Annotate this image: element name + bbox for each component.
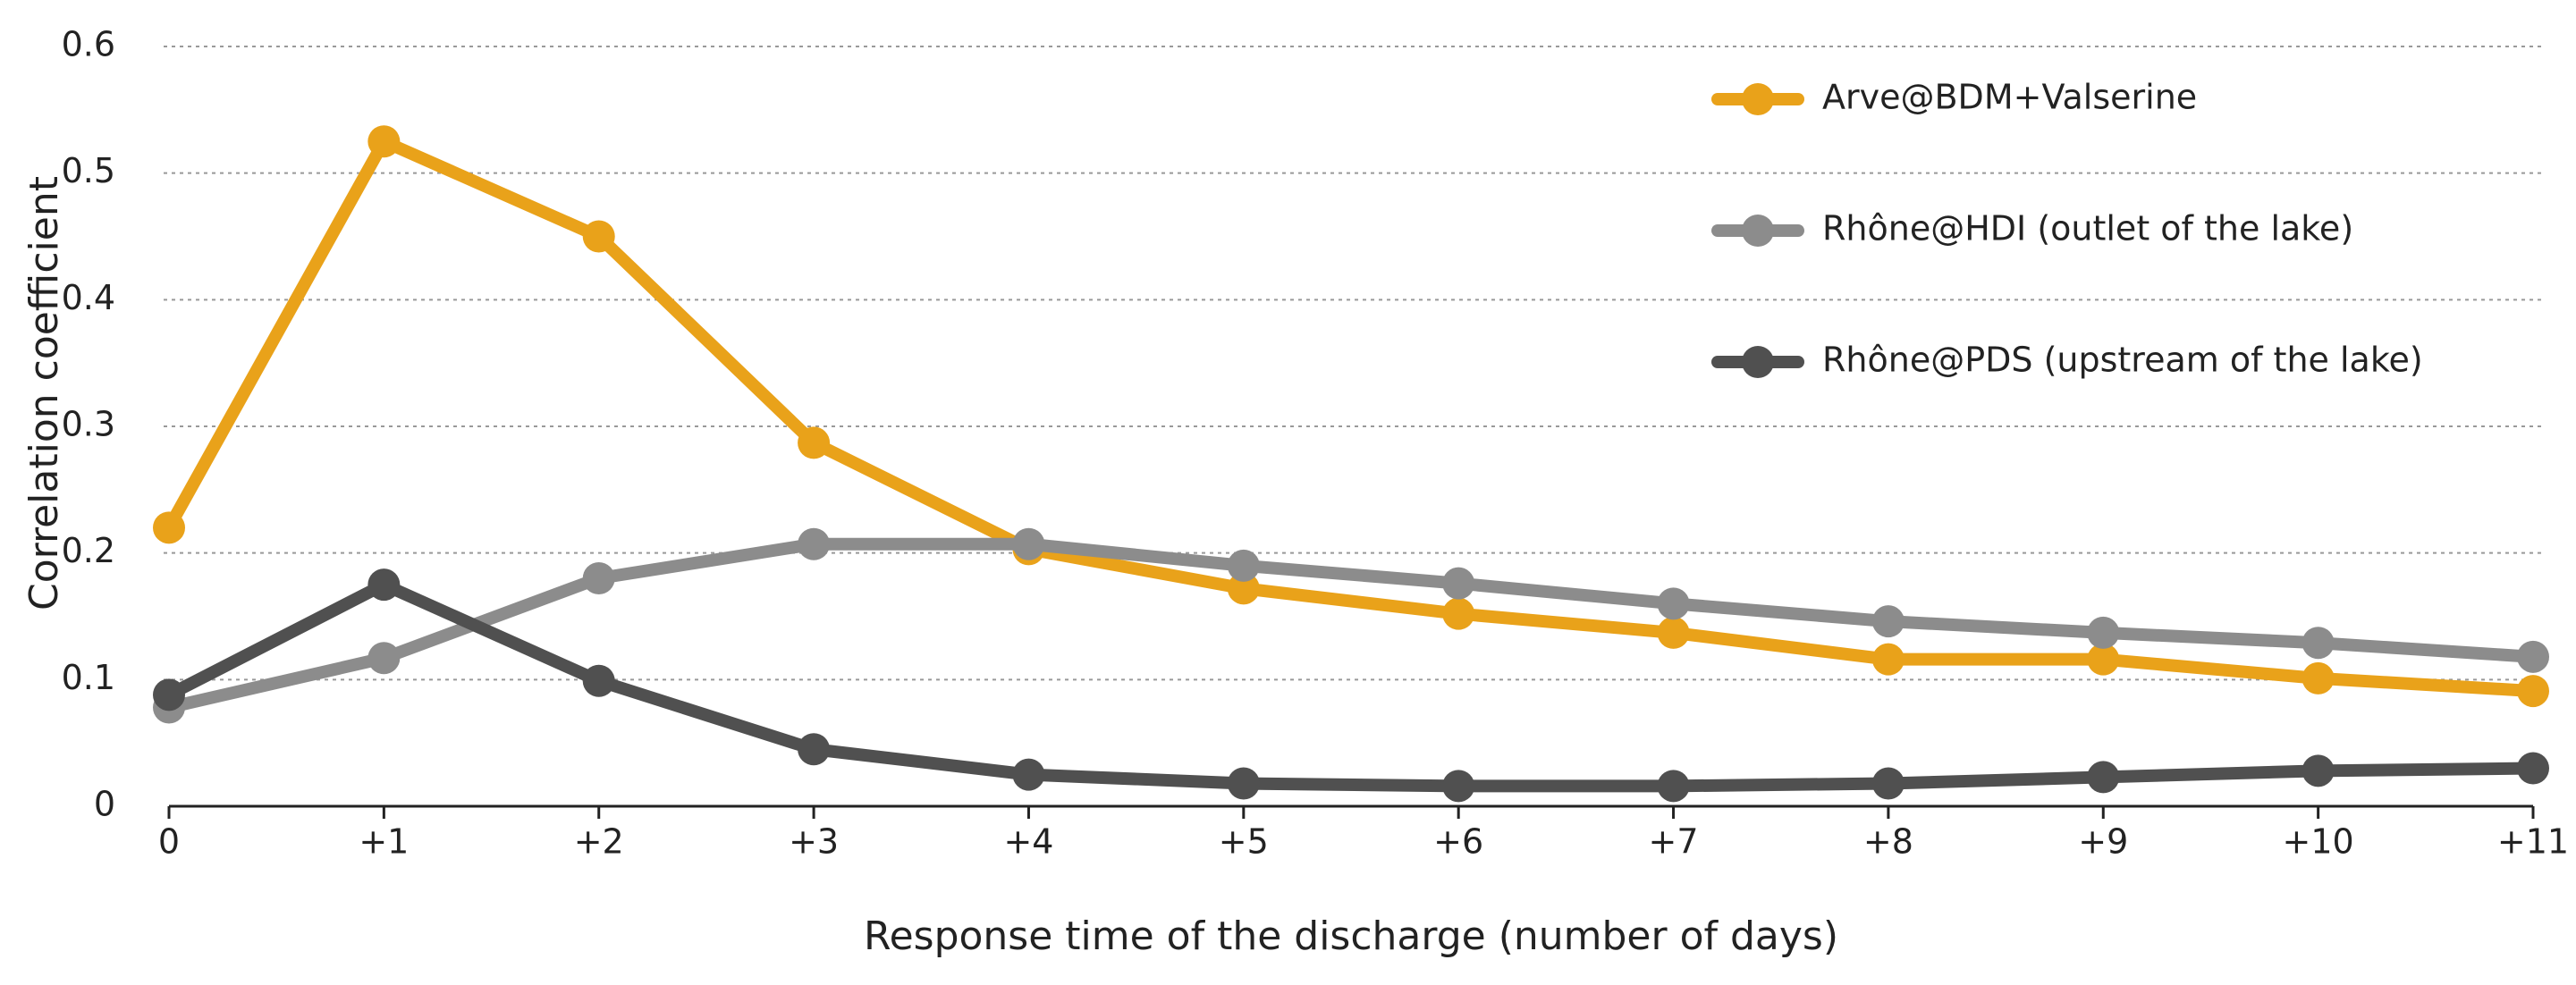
data-point — [2087, 761, 2120, 794]
data-point — [153, 678, 185, 711]
y-tick-label: 0.5 — [62, 151, 115, 190]
data-point — [1442, 567, 1475, 600]
data-point — [582, 664, 615, 697]
y-tick-label: 0.6 — [62, 25, 115, 64]
data-point — [1442, 597, 1475, 630]
data-point — [1657, 587, 1690, 620]
data-point — [1871, 767, 1905, 800]
data-point — [2302, 754, 2335, 787]
data-point — [2517, 675, 2549, 708]
x-tick-label: +7 — [1649, 822, 1699, 862]
data-point — [582, 562, 615, 594]
x-tick-label: +8 — [1863, 822, 1913, 862]
y-axis-title: Correlation coefficient — [21, 176, 67, 610]
y-tick-label: 0.2 — [62, 531, 115, 570]
x-tick-label: +5 — [1219, 822, 1269, 862]
x-tick-label: +11 — [2497, 822, 2569, 862]
data-point — [367, 125, 401, 158]
data-point — [798, 426, 831, 459]
data-point — [2302, 627, 2335, 660]
data-point — [1227, 767, 1260, 800]
data-point — [1012, 527, 1045, 560]
legend-label: Rhône@PDS (upstream of the lake) — [1822, 341, 2423, 380]
x-tick-label: +6 — [1433, 822, 1483, 862]
series-line — [165, 578, 2534, 793]
series-line — [163, 135, 2534, 698]
y-tick-label: 0.1 — [62, 658, 115, 697]
x-axis-title: Response time of the discharge (number o… — [864, 913, 1838, 959]
data-point — [1657, 770, 1690, 803]
data-point — [1012, 758, 1045, 791]
series-line — [167, 537, 2534, 714]
y-tick-label: 0.3 — [62, 405, 115, 444]
legend-marker — [1742, 83, 1774, 115]
legend-label: Arve@BDM+Valserine — [1822, 78, 2197, 117]
data-point — [1657, 616, 1690, 649]
x-tick-label: +10 — [2283, 822, 2354, 862]
data-point — [2302, 661, 2335, 695]
x-tick-label: +4 — [1003, 822, 1053, 862]
data-point — [1871, 605, 1905, 638]
data-point — [2087, 643, 2120, 676]
legend-marker — [1742, 215, 1774, 247]
data-point — [1227, 572, 1260, 605]
x-tick-label: +3 — [789, 822, 839, 862]
legend-label: Rhône@HDI (outlet of the lake) — [1822, 209, 2353, 248]
data-point — [153, 511, 185, 544]
legend-marker — [1742, 346, 1774, 378]
x-tick-label: +1 — [359, 822, 409, 862]
data-point — [367, 642, 401, 675]
data-point — [367, 568, 401, 602]
data-point — [582, 220, 615, 253]
data-point — [2517, 752, 2549, 785]
data-point — [1227, 549, 1260, 582]
y-tick-label: 0.4 — [62, 278, 115, 317]
x-tick-label: +9 — [2078, 822, 2128, 862]
y-tick-label: 0 — [94, 785, 115, 824]
data-point — [2517, 640, 2549, 673]
x-tick-label: +2 — [574, 822, 624, 862]
data-point — [1871, 643, 1905, 676]
data-point — [2087, 616, 2120, 649]
data-point — [798, 733, 831, 766]
data-point — [1442, 770, 1475, 803]
x-tick-label: 0 — [158, 822, 180, 862]
data-point — [798, 527, 831, 560]
